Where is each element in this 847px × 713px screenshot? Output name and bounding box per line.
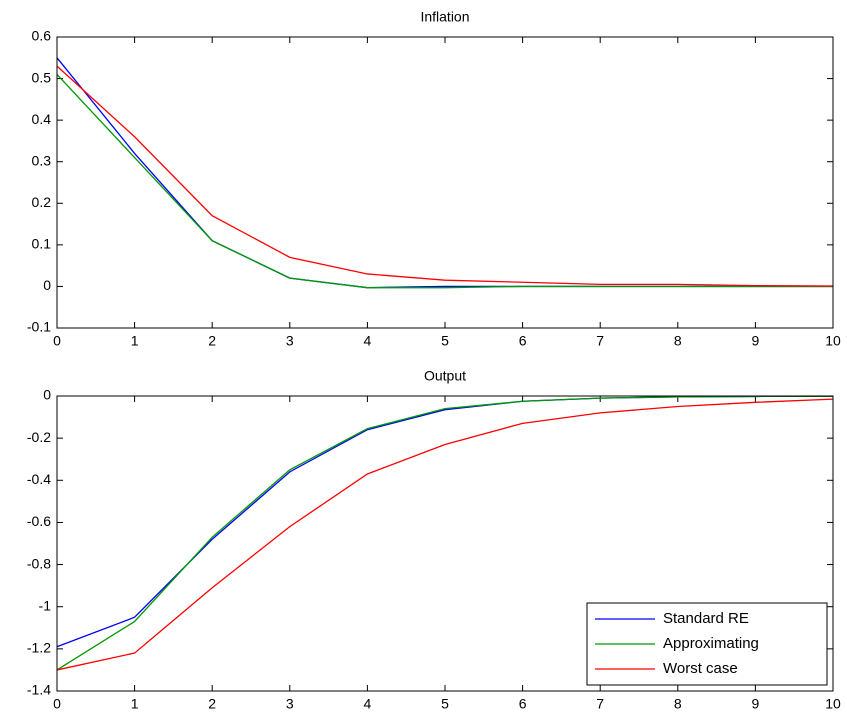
line-series bbox=[56, 65, 834, 287]
x-tick-label: 3 bbox=[286, 333, 294, 349]
x-tick-label: 8 bbox=[674, 333, 682, 349]
y-tick-label: 0 bbox=[43, 277, 51, 293]
x-tick-label: 9 bbox=[752, 696, 760, 712]
legend-label: Standard RE bbox=[663, 610, 749, 627]
y-tick-label: 0.2 bbox=[32, 194, 52, 210]
x-tick-label: 8 bbox=[674, 696, 682, 712]
y-tick-label: -1.2 bbox=[27, 640, 51, 656]
x-tick-label: 9 bbox=[752, 333, 760, 349]
y-tick-label: -0.1 bbox=[27, 319, 51, 335]
x-tick-label: 0 bbox=[53, 696, 61, 712]
x-tick-label: 7 bbox=[596, 333, 604, 349]
x-tick-label: 2 bbox=[208, 333, 216, 349]
x-tick-label: 5 bbox=[441, 696, 449, 712]
axes-box bbox=[56, 395, 834, 692]
chart-title: Output bbox=[424, 368, 466, 384]
x-tick-label: 6 bbox=[519, 696, 527, 712]
y-tick-label: 0.3 bbox=[32, 152, 52, 168]
x-tick-label: 10 bbox=[825, 696, 841, 712]
x-tick-label: 4 bbox=[364, 333, 372, 349]
line-series bbox=[56, 73, 833, 289]
y-tick-label: -0.6 bbox=[27, 513, 51, 529]
y-tick-label: -0.2 bbox=[27, 429, 51, 445]
y-tick-label: -1.4 bbox=[27, 682, 51, 698]
legend-label: Approximating bbox=[663, 635, 759, 652]
x-tick-label: 6 bbox=[519, 333, 527, 349]
x-tick-label: 5 bbox=[441, 333, 449, 349]
y-tick-label: 0 bbox=[43, 387, 51, 403]
chart-title: Inflation bbox=[420, 9, 469, 25]
x-tick-label: 10 bbox=[825, 333, 841, 349]
x-tick-label: 3 bbox=[286, 696, 294, 712]
y-tick-label: 0.4 bbox=[32, 111, 52, 127]
y-tick-label: -1 bbox=[39, 597, 52, 613]
x-tick-label: 1 bbox=[131, 696, 139, 712]
line-series bbox=[56, 398, 834, 671]
y-tick-label: 0.5 bbox=[32, 69, 52, 85]
x-tick-label: 7 bbox=[596, 696, 604, 712]
x-tick-label: 0 bbox=[53, 333, 61, 349]
x-tick-label: 1 bbox=[131, 333, 139, 349]
y-tick-label: 0.6 bbox=[32, 28, 52, 44]
x-tick-label: 2 bbox=[208, 696, 216, 712]
y-tick-label: -0.8 bbox=[27, 555, 51, 571]
x-tick-label: 4 bbox=[364, 696, 372, 712]
axes-box bbox=[56, 36, 834, 329]
y-tick-label: 0.1 bbox=[32, 236, 52, 252]
y-tick-label: -0.4 bbox=[27, 471, 51, 487]
plot-area bbox=[57, 37, 833, 328]
line-series bbox=[56, 395, 834, 671]
legend-label: Worst case bbox=[663, 660, 738, 677]
